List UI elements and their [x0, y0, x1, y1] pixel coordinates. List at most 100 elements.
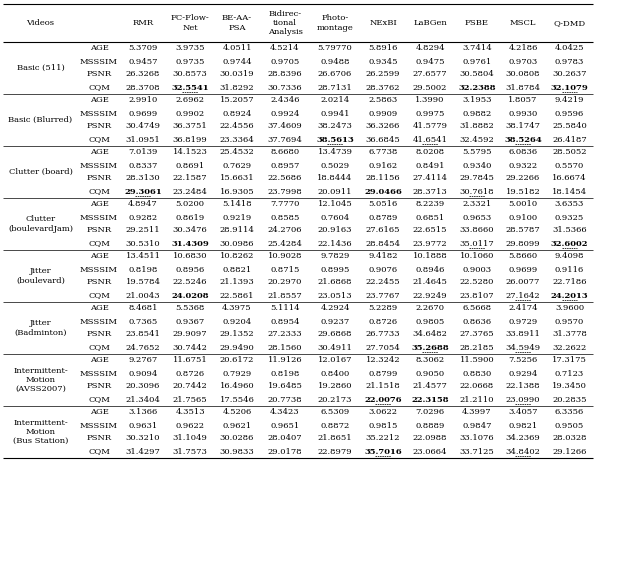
Text: 31.8784: 31.8784: [506, 83, 541, 91]
Text: 18.1454: 18.1454: [552, 188, 587, 196]
Text: 17.3175: 17.3175: [552, 357, 587, 365]
Text: 20.0911: 20.0911: [317, 188, 352, 196]
Text: 29.8099: 29.8099: [506, 239, 540, 248]
Text: 5.1114: 5.1114: [270, 304, 300, 312]
Text: 23.0990: 23.0990: [506, 396, 540, 404]
Text: 21.7565: 21.7565: [173, 396, 207, 404]
Text: 29.9097: 29.9097: [173, 331, 207, 338]
Text: 0.8924: 0.8924: [222, 109, 252, 117]
Text: 3.1953: 3.1953: [462, 96, 492, 104]
Text: 20.2970: 20.2970: [268, 278, 302, 286]
Text: MSSSIM: MSSSIM: [80, 318, 118, 325]
Text: 36.6845: 36.6845: [365, 136, 401, 143]
Text: PSNR: PSNR: [86, 70, 111, 78]
Text: 0.6851: 0.6851: [415, 214, 445, 222]
Text: 21.2110: 21.2110: [460, 396, 494, 404]
Text: 0.9930: 0.9930: [508, 109, 538, 117]
Text: 21.1518: 21.1518: [365, 383, 401, 391]
Text: 23.0513: 23.0513: [317, 291, 352, 299]
Text: 0.9847: 0.9847: [462, 421, 492, 429]
Text: 38.2473: 38.2473: [317, 122, 353, 130]
Text: 23.7998: 23.7998: [268, 188, 302, 196]
Text: 30.7336: 30.7336: [268, 83, 302, 91]
Text: 31.5366: 31.5366: [552, 226, 587, 235]
Text: 0.8956: 0.8956: [175, 265, 205, 273]
Text: 28.1560: 28.1560: [268, 344, 302, 352]
Text: 4.8294: 4.8294: [415, 44, 445, 53]
Text: 0.9003: 0.9003: [463, 265, 492, 273]
Text: 0.9815: 0.9815: [368, 421, 397, 429]
Text: 41.6541: 41.6541: [413, 136, 447, 143]
Text: 0.9735: 0.9735: [175, 57, 205, 66]
Text: 20.6172: 20.6172: [220, 357, 254, 365]
Text: CQM: CQM: [88, 188, 110, 196]
Text: MSSSIM: MSSSIM: [80, 57, 118, 66]
Text: 23.2484: 23.2484: [173, 188, 207, 196]
Text: 23.7767: 23.7767: [365, 291, 400, 299]
Text: 30.7442: 30.7442: [173, 344, 207, 352]
Text: 22.0988: 22.0988: [413, 434, 447, 442]
Text: 16.9305: 16.9305: [220, 188, 254, 196]
Text: 38.5264: 38.5264: [504, 136, 542, 143]
Text: 0.8872: 0.8872: [321, 421, 349, 429]
Text: 0.9294: 0.9294: [508, 370, 538, 378]
Text: 29.1352: 29.1352: [220, 331, 254, 338]
Text: CQM: CQM: [88, 239, 110, 248]
Text: 27.1642: 27.1642: [506, 291, 540, 299]
Text: 35.2688: 35.2688: [411, 344, 449, 352]
Text: 25.5840: 25.5840: [552, 122, 587, 130]
Text: 5.0516: 5.0516: [369, 201, 397, 209]
Text: 8.0208: 8.0208: [415, 149, 445, 156]
Text: PSNR: PSNR: [86, 175, 111, 183]
Text: 29.2511: 29.2511: [125, 226, 160, 235]
Text: FSBE: FSBE: [465, 19, 489, 27]
Text: 21.3404: 21.3404: [125, 396, 161, 404]
Text: 35.0117: 35.0117: [460, 239, 494, 248]
Text: 26.2599: 26.2599: [365, 70, 400, 78]
Text: 29.9490: 29.9490: [220, 344, 254, 352]
Text: AGE: AGE: [90, 201, 108, 209]
Text: CQM: CQM: [88, 291, 110, 299]
Text: 0.8954: 0.8954: [270, 318, 300, 325]
Text: 22.7186: 22.7186: [552, 278, 587, 286]
Text: AGE: AGE: [90, 304, 108, 312]
Text: 0.9821: 0.9821: [508, 421, 538, 429]
Text: 33.1076: 33.1076: [460, 434, 494, 442]
Text: 0.9621: 0.9621: [223, 421, 252, 429]
Text: 29.2266: 29.2266: [506, 175, 540, 183]
Text: 21.4577: 21.4577: [413, 383, 447, 391]
Text: 20.3096: 20.3096: [126, 383, 160, 391]
Text: 27.2333: 27.2333: [268, 331, 302, 338]
Text: 2.3321: 2.3321: [462, 201, 492, 209]
Text: 0.8400: 0.8400: [321, 370, 349, 378]
Text: 0.9631: 0.9631: [129, 421, 157, 429]
Text: 0.9076: 0.9076: [369, 265, 397, 273]
Text: 22.1436: 22.1436: [317, 239, 352, 248]
Text: 0.8726: 0.8726: [369, 318, 397, 325]
Text: 2.4346: 2.4346: [270, 96, 300, 104]
Text: MSCL: MSCL: [509, 19, 536, 27]
Text: NExBI: NExBI: [369, 19, 397, 27]
Text: 36.8199: 36.8199: [173, 136, 207, 143]
Text: 5.0200: 5.0200: [175, 201, 205, 209]
Text: 0.8799: 0.8799: [368, 370, 397, 378]
Text: AGE: AGE: [90, 149, 108, 156]
Text: 22.5686: 22.5686: [268, 175, 302, 183]
Text: 2.4174: 2.4174: [508, 304, 538, 312]
Text: 0.9325: 0.9325: [555, 214, 584, 222]
Text: 6.0836: 6.0836: [508, 149, 538, 156]
Text: 33.8660: 33.8660: [460, 226, 494, 235]
Text: 0.9622: 0.9622: [175, 421, 205, 429]
Text: 11.6751: 11.6751: [173, 357, 207, 365]
Text: CQM: CQM: [88, 83, 110, 91]
Text: 24.2706: 24.2706: [268, 226, 302, 235]
Text: 0.9219: 0.9219: [222, 214, 252, 222]
Text: 29.6868: 29.6868: [317, 331, 352, 338]
Text: 0.5570: 0.5570: [555, 162, 584, 170]
Text: 29.7845: 29.7845: [460, 175, 495, 183]
Text: 23.8541: 23.8541: [125, 331, 161, 338]
Text: 6.3356: 6.3356: [555, 408, 584, 417]
Text: 22.5861: 22.5861: [220, 291, 254, 299]
Text: 28.0407: 28.0407: [268, 434, 302, 442]
Text: 24.7652: 24.7652: [125, 344, 160, 352]
